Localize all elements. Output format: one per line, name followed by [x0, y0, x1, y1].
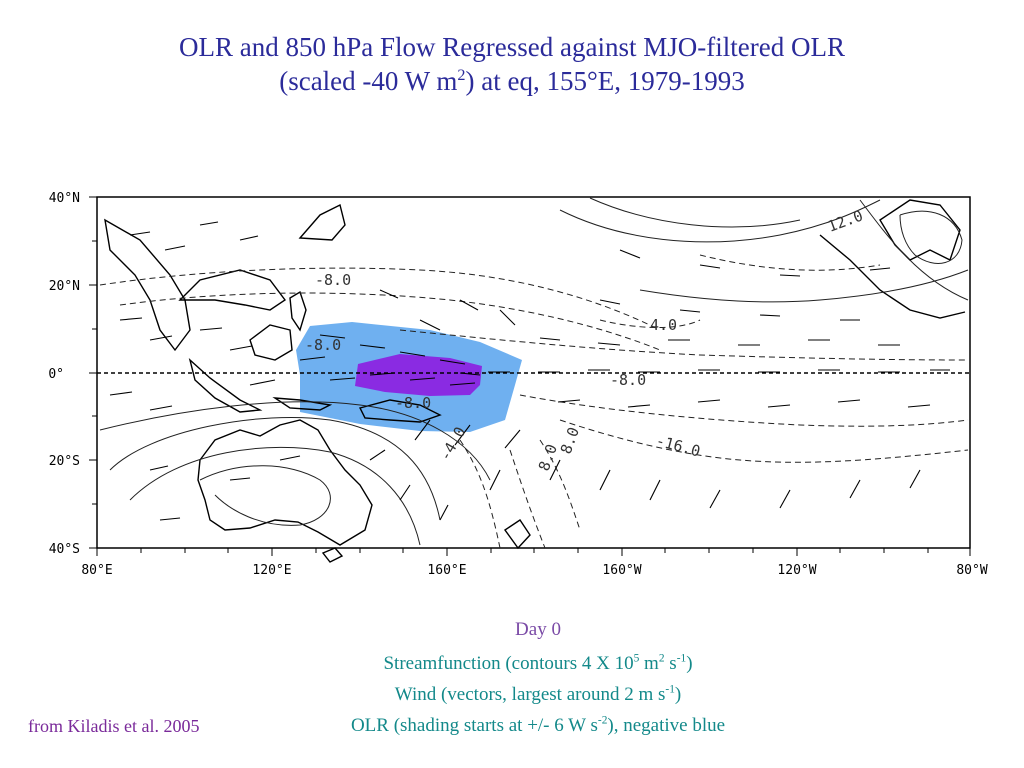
x-tick-label: 80°E: [81, 563, 112, 578]
tick-marks: [89, 196, 971, 556]
y-tick-label: 20°S: [49, 454, 80, 469]
contour-label: 4.0: [650, 316, 677, 334]
wind-vectors: [109, 221, 950, 521]
contour-label: -8.0: [395, 394, 431, 412]
title-line-2-sup: 2: [457, 66, 466, 84]
olr-caption-sup: -2: [597, 714, 608, 727]
contour-label: -8.0: [610, 371, 646, 389]
x-tick-label: 160°W: [602, 563, 641, 578]
x-axis-labels: 80°E 120°E 160°E 160°W 120°W 80°W: [81, 563, 987, 578]
streamfunction-caption-sup3: -1: [676, 652, 687, 665]
streamfunction-caption-b: m: [639, 653, 659, 674]
streamfunction-caption-sup2: 2: [658, 652, 665, 665]
wind-caption-a: Wind (vectors, largest around 2 m s: [394, 684, 666, 705]
olr-caption-b: ), negative blue: [607, 715, 726, 736]
x-tick-label: 120°W: [777, 563, 816, 578]
title-line-2-pre: (scaled -40 W m: [279, 66, 458, 96]
y-tick-label: 0°: [48, 367, 64, 382]
contours-negative: [99, 254, 969, 549]
streamfunction-caption-c: s: [664, 653, 677, 674]
contour-labels: -8.0 12.0 4.0 -8.0 -16.0 8.0 -4.0 -8.0 -…: [305, 206, 865, 473]
title-line-2: (scaled -40 W m2) at eq, 155°E, 1979-199…: [0, 64, 1024, 98]
contour-label: -8.0: [305, 336, 341, 354]
olr-caption-a: OLR (shading starts at +/- 6 W s: [350, 715, 598, 736]
wind-caption-b: ): [674, 684, 682, 705]
streamfunction-caption: Streamfunction (contours 4 X 105 m2 s-1): [0, 652, 1024, 676]
y-axis-labels: 40°N 20°N 0° 20°S 40°S: [48, 191, 80, 557]
y-tick-label: 40°S: [49, 542, 80, 557]
x-tick-label: 160°E: [427, 563, 466, 578]
y-tick-label: 20°N: [49, 279, 80, 294]
streamfunction-caption-d: ): [686, 653, 693, 674]
x-tick-label: 120°E: [252, 563, 291, 578]
olr-caption: OLR (shading starts at +/- 6 W s-2), neg…: [0, 714, 1024, 738]
figure-title: OLR and 850 hPa Flow Regressed against M…: [0, 30, 1024, 98]
source-credit: from Kiladis et al. 2005: [28, 716, 200, 736]
day-caption: Day 0: [515, 619, 561, 640]
x-tick-label: 80°W: [956, 563, 987, 578]
contour-label: -8.0: [315, 271, 351, 289]
contours-positive: [99, 197, 969, 546]
wind-caption-sup: -1: [665, 683, 675, 696]
wind-caption: Wind (vectors, largest around 2 m s-1): [0, 683, 1024, 707]
streamfunction-caption-a: Streamfunction (contours 4 X 10: [383, 653, 634, 674]
title-line-2-post: ) at eq, 155°E, 1979-1993: [465, 66, 745, 96]
title-line-1: OLR and 850 hPa Flow Regressed against M…: [179, 32, 845, 62]
y-tick-label: 40°N: [49, 191, 80, 206]
streamfunction-caption-sup1: 5: [633, 652, 640, 665]
